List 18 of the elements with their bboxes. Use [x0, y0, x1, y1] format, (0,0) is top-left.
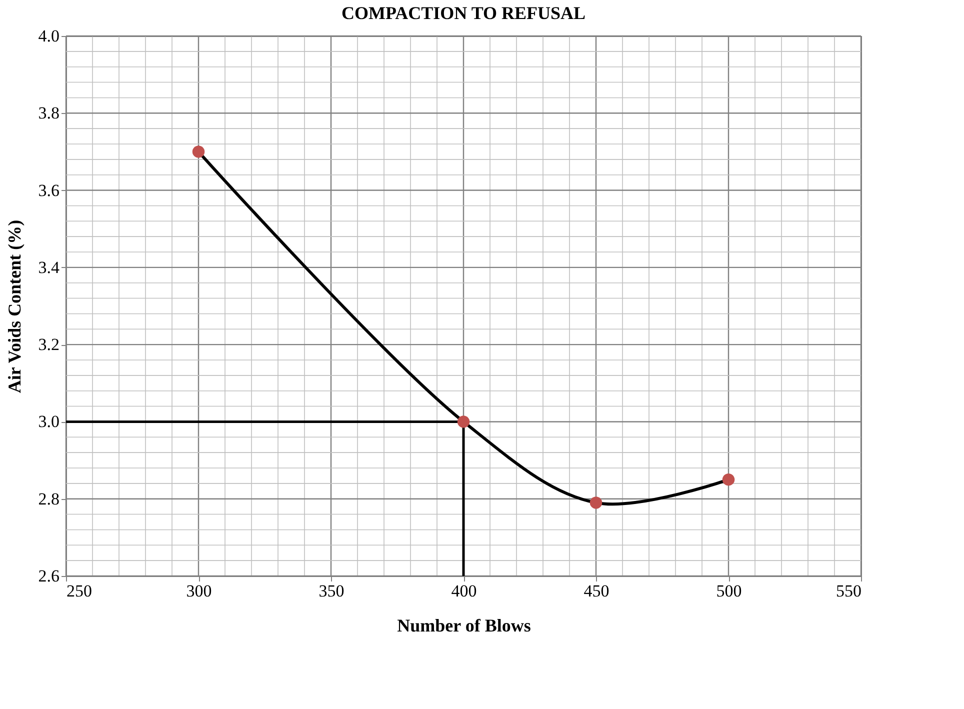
y-tick-label: 2.8 — [38, 489, 60, 508]
x-tick-label: 400 — [451, 582, 477, 600]
y-tick-label: 3.0 — [38, 412, 60, 432]
x-tick-label: 250 — [66, 582, 92, 600]
x-tick-label: 550 — [836, 582, 862, 600]
x-tick-label: 500 — [716, 582, 742, 600]
y-axis-title: Air Voids Content (%) — [4, 220, 24, 394]
x-tick-label: 450 — [584, 582, 610, 600]
x-axis-title: Number of Blows — [397, 616, 531, 636]
y-tick-label: 2.6 — [38, 566, 60, 586]
x-tick-label: 300 — [186, 582, 212, 600]
y-tick-label: 3.8 — [38, 104, 60, 123]
y-tick-label: 3.6 — [38, 180, 60, 200]
y-tick-label: 3.2 — [38, 335, 60, 354]
y-tick-label: 3.4 — [38, 258, 60, 277]
y-tick-label: 4.0 — [38, 26, 60, 46]
chart-title: COMPACTION TO REFUSAL — [341, 3, 586, 23]
x-tick-label: 350 — [318, 582, 344, 600]
